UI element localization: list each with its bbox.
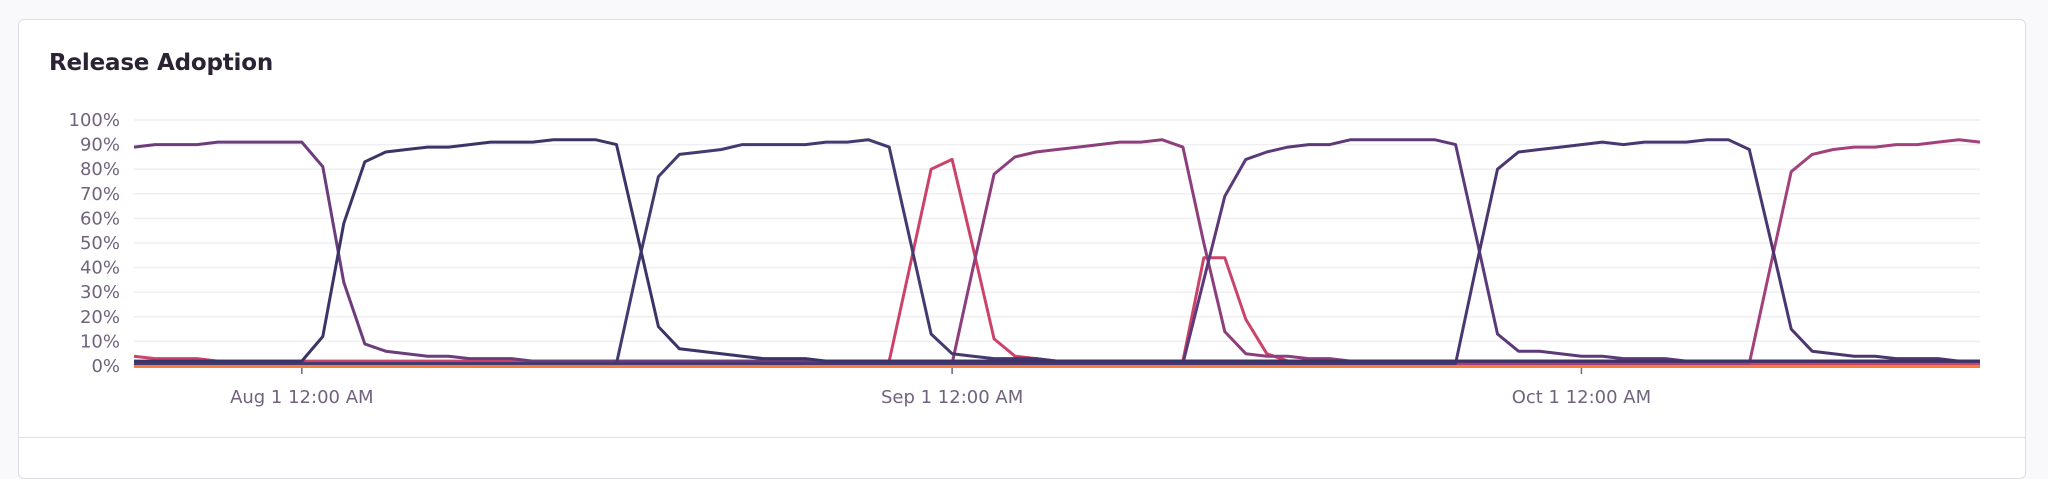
y-tick-label: 40% <box>80 258 120 279</box>
series-line-6 <box>134 138 1980 365</box>
y-tick-label: 90% <box>80 135 120 156</box>
series-line-4 <box>133 140 1980 363</box>
y-tick-label: 100% <box>69 110 120 131</box>
y-tick-label: 30% <box>80 282 120 303</box>
y-tick-label: 50% <box>80 233 120 254</box>
series-lines <box>133 138 1981 368</box>
series-line-3 <box>134 138 1980 365</box>
y-tick-label: 20% <box>80 307 120 328</box>
x-axis: Aug 1 12:00 AM Sep 1 12:00 AM Oct 1 12:00 … <box>230 366 1651 408</box>
series-line-8 <box>134 138 1980 363</box>
y-tick-label: 0% <box>91 356 120 377</box>
release-adoption-chart: 0% 10% 20% 30% 40% 50% 60% 70% 80% 90% 100% Aug 1 … <box>69 110 1981 408</box>
y-axis: 0% 10% 20% 30% 40% 50% 60% 70% 80% 90% 100% <box>69 110 120 377</box>
y-tick-label: 70% <box>80 184 120 205</box>
x-tick-label: Aug 1 12:00 AM <box>230 387 373 408</box>
card-title: Release Adoption <box>49 50 273 76</box>
series-line-7 <box>134 138 1980 365</box>
gridlines <box>134 119 1980 367</box>
release-adoption-card: Release Adoption <box>18 19 2026 479</box>
y-tick-label: 10% <box>80 331 120 352</box>
x-tick-label: Sep 1 12:00 AM <box>881 387 1023 408</box>
series-line-1 <box>133 157 1980 365</box>
y-tick-label: 80% <box>80 159 120 180</box>
series-line-2 <box>134 138 1981 365</box>
y-tick-label: 60% <box>80 208 120 229</box>
x-tick-label: Oct 1 12:00 AM <box>1512 387 1651 408</box>
card-divider <box>19 437 2025 438</box>
series-line-5 <box>134 138 1980 365</box>
